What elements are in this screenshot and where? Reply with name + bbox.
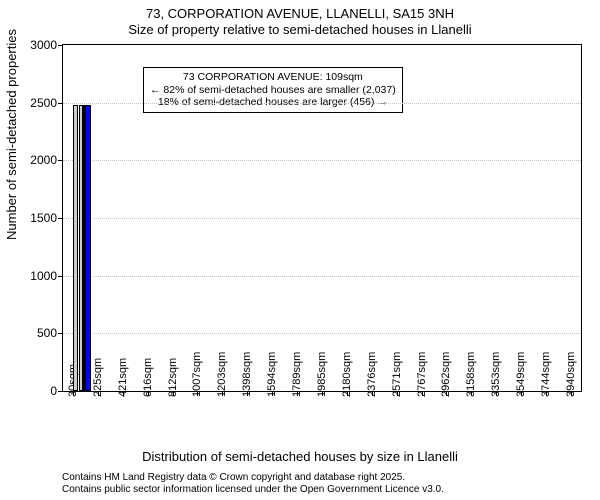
xtick-label: 2180sqm bbox=[341, 352, 353, 397]
ytick-mark bbox=[58, 45, 63, 46]
gridline-h bbox=[63, 160, 581, 161]
title-line1: 73, CORPORATION AVENUE, LLANELLI, SA15 3… bbox=[0, 6, 600, 22]
gridline-h bbox=[63, 333, 581, 334]
ytick-mark bbox=[58, 103, 63, 104]
footer-line: Contains public sector information licen… bbox=[62, 484, 444, 496]
xtick-label: 1203sqm bbox=[216, 352, 228, 397]
xtick-label: 616sqm bbox=[142, 358, 154, 397]
xtick-label: 225sqm bbox=[92, 358, 104, 397]
xtick-label: 1985sqm bbox=[316, 352, 328, 397]
y-axis-label: Number of semi-detached properties bbox=[4, 29, 19, 240]
xtick-label: 3744sqm bbox=[540, 352, 552, 397]
xtick-label: 3940sqm bbox=[565, 352, 577, 397]
xtick-label: 1789sqm bbox=[291, 352, 303, 397]
xtick-label: 2767sqm bbox=[416, 352, 428, 397]
xtick-label: 2376sqm bbox=[366, 352, 378, 397]
bar bbox=[85, 105, 91, 391]
bar bbox=[73, 105, 79, 391]
gridline-h bbox=[63, 276, 581, 277]
bar bbox=[82, 105, 84, 391]
xtick-label: 3158sqm bbox=[465, 352, 477, 397]
annotation-box: 73 CORPORATION AVENUE: 109sqm ← 82% of s… bbox=[143, 67, 403, 113]
title-block: 73, CORPORATION AVENUE, LLANELLI, SA15 3… bbox=[0, 0, 600, 39]
xtick-label: 2571sqm bbox=[391, 352, 403, 397]
gridline-h bbox=[63, 218, 581, 219]
annotation-line: 73 CORPORATION AVENUE: 109sqm bbox=[150, 71, 396, 84]
ytick-mark bbox=[58, 276, 63, 277]
gridline-h bbox=[63, 103, 581, 104]
xtick-label: 1398sqm bbox=[241, 352, 253, 397]
ytick-label: 1500 bbox=[30, 211, 57, 225]
ytick-label: 2500 bbox=[30, 96, 57, 110]
x-axis-label: Distribution of semi-detached houses by … bbox=[0, 449, 600, 464]
footer-attribution: Contains HM Land Registry data © Crown c… bbox=[62, 472, 444, 496]
xtick-label: 1594sqm bbox=[266, 352, 278, 397]
ytick-label: 3000 bbox=[30, 38, 57, 52]
ytick-mark bbox=[58, 218, 63, 219]
chart-container: 73, CORPORATION AVENUE, LLANELLI, SA15 3… bbox=[0, 0, 600, 500]
footer-line: Contains HM Land Registry data © Crown c… bbox=[62, 472, 444, 484]
ytick-label: 2000 bbox=[30, 153, 57, 167]
ytick-mark bbox=[58, 160, 63, 161]
xtick-label: 812sqm bbox=[167, 358, 179, 397]
xtick-label: 3549sqm bbox=[515, 352, 527, 397]
title-line2: Size of property relative to semi-detach… bbox=[0, 22, 600, 38]
ytick-mark bbox=[58, 391, 63, 392]
annotation-line: ← 82% of semi-detached houses are smalle… bbox=[150, 84, 396, 97]
ytick-label: 0 bbox=[50, 384, 57, 398]
ytick-mark bbox=[58, 333, 63, 334]
xtick-label: 2962sqm bbox=[440, 352, 452, 397]
ytick-label: 1000 bbox=[30, 269, 57, 283]
xtick-label: 1007sqm bbox=[191, 352, 203, 397]
ytick-label: 500 bbox=[37, 326, 57, 340]
xtick-label: 421sqm bbox=[117, 358, 129, 397]
xtick-label: 3353sqm bbox=[490, 352, 502, 397]
plot-area: 73 CORPORATION AVENUE: 109sqm ← 82% of s… bbox=[62, 44, 582, 392]
